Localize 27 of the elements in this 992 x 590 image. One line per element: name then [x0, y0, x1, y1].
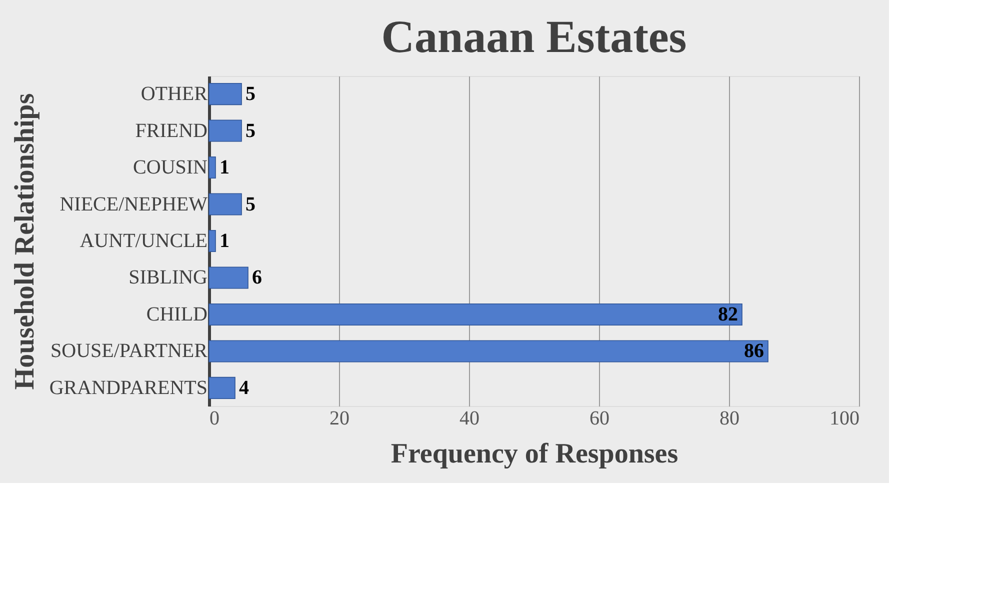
y-tick-label: SOUSE/PARTNER: [50, 340, 208, 362]
y-tick-label: NIECE/NEPHEW: [60, 193, 208, 216]
x-axis-title: Frequency of Responses: [390, 438, 678, 470]
x-tick-label: 20: [330, 408, 350, 430]
data-label: 1: [220, 230, 230, 252]
y-tick-label: FRIEND: [135, 120, 208, 142]
y-tick-label: COUSIN: [133, 156, 208, 179]
y-tick-label: AUNT/UNCLE: [80, 230, 208, 252]
data-label: 86: [744, 340, 764, 362]
y-tick-label: OTHER: [140, 83, 208, 106]
data-label: 1: [220, 156, 230, 179]
y-tick-label: GRANDPARENTS: [49, 376, 208, 399]
x-tick-label: 60: [590, 408, 610, 430]
data-label: 6: [252, 266, 262, 289]
y-tick-label: SIBLING: [128, 266, 208, 289]
y-axis-title: Household Relationships: [9, 93, 40, 390]
data-label: 82: [718, 303, 738, 326]
x-tick-label: 80: [720, 408, 740, 430]
x-tick-label: 0: [210, 408, 220, 430]
x-tick-label: 100: [830, 408, 860, 430]
x-tick-label: 40: [460, 408, 480, 430]
data-label: 4: [239, 376, 249, 399]
data-label: 5: [246, 120, 256, 142]
data-label: 5: [246, 83, 256, 106]
y-tick-label: CHILD: [146, 303, 208, 326]
data-label: 5: [246, 193, 256, 216]
chart-title: Canaan Estates: [381, 11, 687, 62]
